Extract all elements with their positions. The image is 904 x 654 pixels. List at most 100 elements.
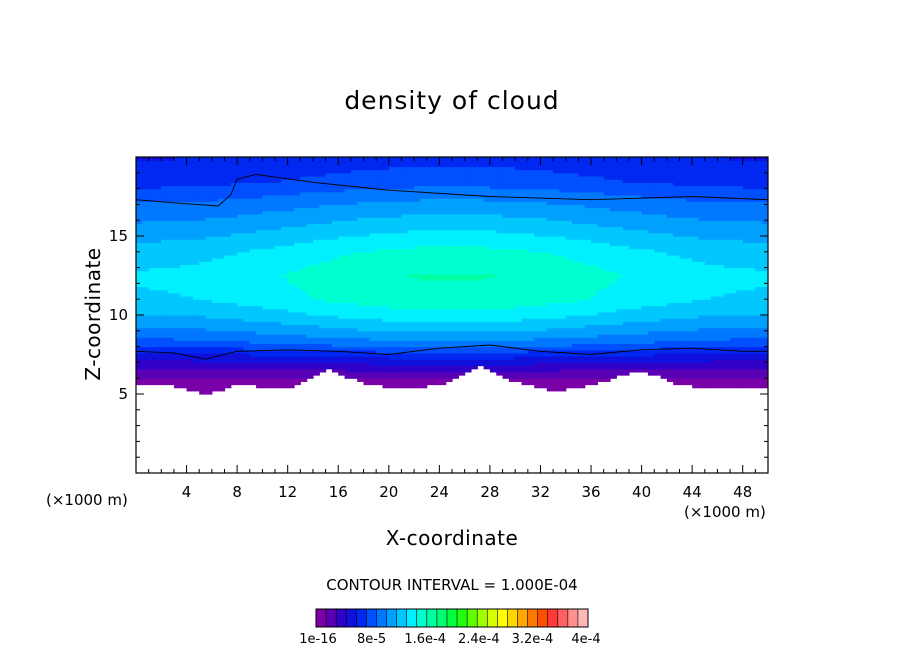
heatmap-cell: [136, 232, 143, 237]
heatmap-cell: [294, 160, 301, 164]
heatmap-cell: [407, 270, 415, 275]
heatmap-cell: [439, 229, 447, 234]
heatmap-cell: [553, 182, 561, 187]
heatmap-cell: [376, 381, 384, 386]
heatmap-cell: [395, 264, 403, 269]
heatmap-cell: [268, 286, 276, 291]
heatmap-cell: [553, 242, 561, 247]
heatmap-cell: [515, 292, 523, 297]
heatmap-cell: [540, 292, 548, 297]
heatmap-cell: [470, 175, 478, 180]
heatmap-cell: [559, 311, 567, 316]
heatmap-cell: [433, 261, 440, 266]
heatmap-cell: [414, 188, 421, 193]
heatmap-cell: [325, 333, 333, 338]
heatmap-cell: [445, 163, 453, 168]
heatmap-cell: [237, 242, 245, 247]
heatmap-cell: [559, 217, 567, 221]
heatmap-cell: [218, 248, 226, 253]
heatmap-cell: [262, 194, 270, 199]
heatmap-cell: [407, 371, 415, 376]
heatmap-cell: [521, 210, 529, 215]
heatmap-cell: [565, 384, 573, 389]
heatmap-cell: [414, 292, 421, 297]
heatmap-cell: [256, 299, 263, 303]
heatmap-cell: [300, 280, 308, 284]
heatmap-cell: [452, 248, 459, 253]
heatmap-cell: [433, 229, 440, 234]
heatmap-cell: [319, 217, 327, 221]
heatmap-cell: [154, 188, 162, 193]
heatmap-cell: [211, 251, 219, 256]
heatmap-cell: [395, 315, 403, 319]
heatmap-cell: [534, 261, 542, 266]
heatmap-cell: [331, 333, 339, 338]
heatmap-cell: [445, 330, 453, 335]
heatmap-cell: [521, 349, 529, 354]
heatmap-cell: [565, 286, 573, 291]
heatmap-cell: [199, 327, 207, 332]
heatmap-cell: [565, 299, 573, 303]
heatmap-cell: [489, 172, 497, 177]
heatmap-cell: [445, 327, 453, 332]
heatmap-cell: [256, 286, 263, 291]
heatmap-cell: [237, 166, 245, 171]
heatmap-cell: [470, 220, 478, 224]
heatmap-cell: [243, 220, 251, 224]
heatmap-cell: [350, 223, 358, 228]
heatmap-cell: [192, 286, 200, 291]
heatmap-cell: [515, 201, 523, 205]
heatmap-cell: [287, 346, 295, 351]
heatmap-cell: [546, 292, 554, 297]
heatmap-cell: [350, 330, 358, 335]
heatmap-cell: [224, 330, 232, 335]
heatmap-cell: [395, 308, 403, 313]
heatmap-cell: [205, 188, 213, 193]
heatmap-cell: [300, 305, 308, 310]
heatmap-cell: [148, 239, 156, 243]
heatmap-cell: [205, 302, 213, 307]
heatmap-cell: [508, 157, 516, 161]
heatmap-cell: [142, 371, 150, 376]
heatmap-cell: [369, 375, 377, 379]
heatmap-cell: [306, 239, 314, 243]
heatmap-cell: [382, 311, 390, 316]
heatmap-cell: [369, 308, 377, 313]
heatmap-cell: [527, 273, 535, 278]
heatmap-cell: [344, 359, 352, 363]
heatmap-cell: [211, 210, 219, 215]
heatmap-cell: [502, 242, 510, 247]
heatmap-cell: [534, 365, 542, 370]
heatmap-cell: [540, 229, 548, 234]
heatmap-cell: [464, 286, 472, 291]
heatmap-cell: [433, 182, 440, 187]
heatmap-cell: [142, 356, 150, 360]
heatmap-cell: [433, 356, 440, 360]
heatmap-cell: [211, 194, 219, 199]
heatmap-cell: [211, 340, 219, 345]
heatmap-cell: [350, 185, 358, 190]
heatmap-cell: [218, 236, 226, 240]
heatmap-cell: [407, 337, 415, 341]
heatmap-cell: [186, 229, 194, 234]
heatmap-cell: [256, 213, 263, 218]
heatmap-cell: [230, 236, 238, 240]
heatmap-cell: [325, 277, 333, 281]
heatmap-cell: [546, 213, 554, 218]
heatmap-cell: [357, 321, 365, 326]
heatmap-cell: [180, 232, 188, 237]
heatmap-cell: [294, 273, 301, 278]
heatmap-cell: [199, 248, 207, 253]
heatmap-cell: [464, 330, 472, 335]
heatmap-cell: [363, 280, 371, 284]
heatmap-cell: [256, 346, 263, 351]
heatmap-cell: [148, 191, 156, 196]
heatmap-cell: [470, 169, 478, 174]
heatmap-cell: [401, 327, 409, 332]
heatmap-cell: [382, 277, 390, 281]
heatmap-cell: [249, 226, 257, 231]
heatmap-cell: [565, 220, 573, 224]
heatmap-cell: [268, 283, 276, 288]
heatmap-cell: [230, 292, 238, 297]
heatmap-cell: [249, 251, 257, 256]
